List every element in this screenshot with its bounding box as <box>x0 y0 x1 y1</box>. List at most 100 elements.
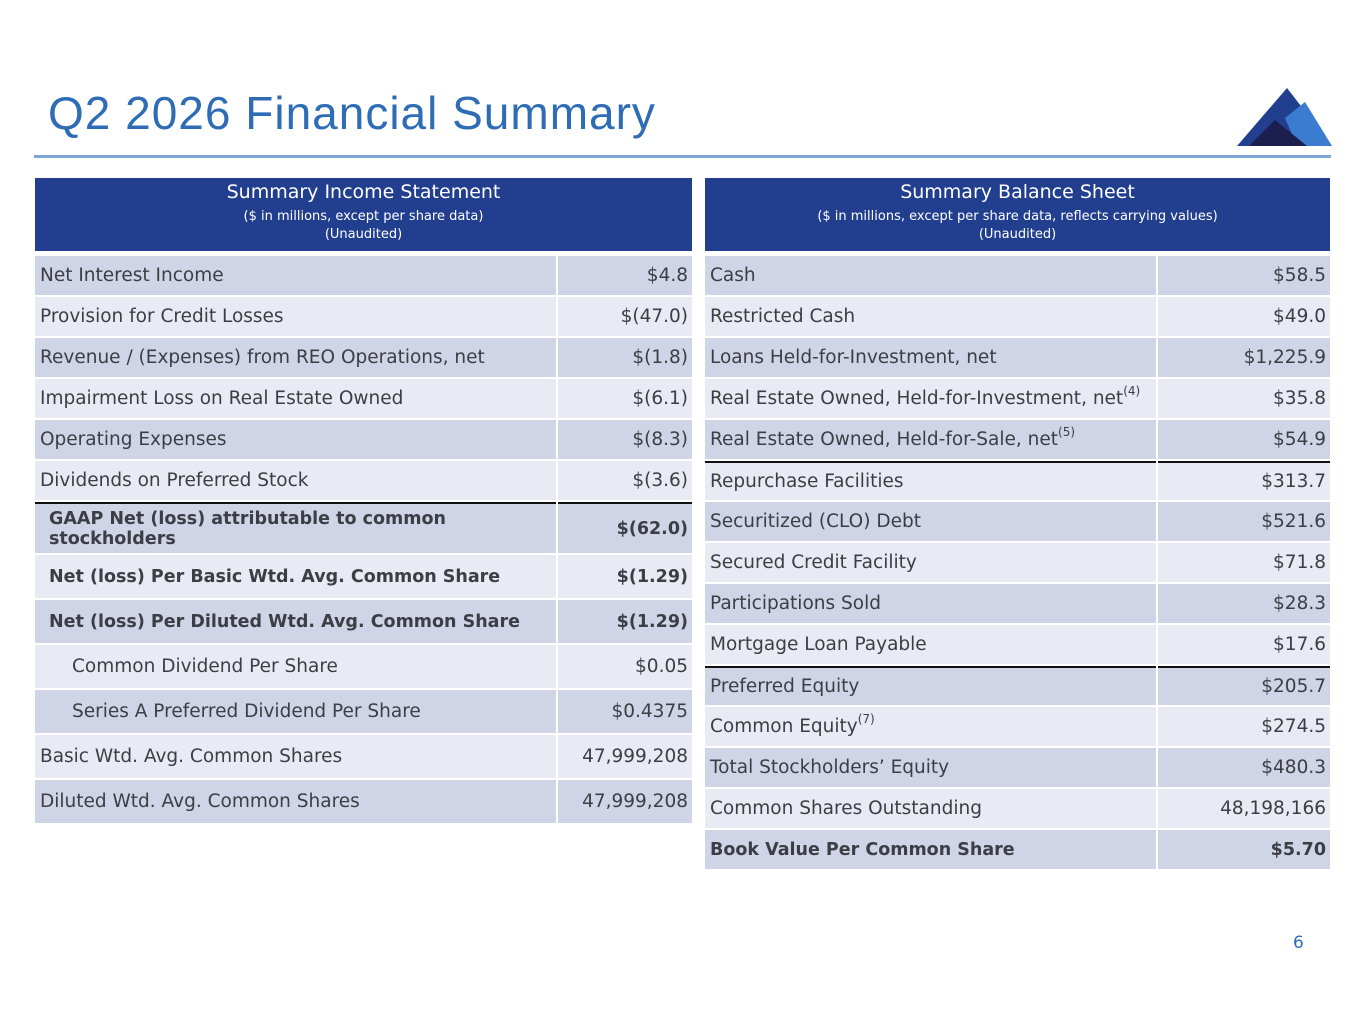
table-row: Securitized (CLO) Debt $521.6 <box>705 502 1330 541</box>
row-value: $(6.1) <box>558 379 692 418</box>
table-row: Secured Credit Facility $71.8 <box>705 543 1330 582</box>
label-text: Common Shares Outstanding <box>710 798 982 819</box>
table-row: Book Value Per Common Share $5.70 <box>705 830 1330 869</box>
row-value: $35.8 <box>1158 379 1330 418</box>
table-row: Net (loss) Per Basic Wtd. Avg. Common Sh… <box>35 555 692 598</box>
row-label: Book Value Per Common Share <box>705 830 1156 869</box>
table-row: Series A Preferred Dividend Per Share $0.… <box>35 690 692 733</box>
label-text: Provision for Credit Losses <box>40 306 284 327</box>
row-value: 47,999,208 <box>558 780 692 823</box>
label-text: Preferred Equity <box>710 676 860 697</box>
label-text: Securitized (CLO) Debt <box>710 511 921 532</box>
table-row: Revenue / (Expenses) from REO Operations… <box>35 338 692 377</box>
row-value: 48,198,166 <box>1158 789 1330 828</box>
table-row: Total Stockholders’ Equity $480.3 <box>705 748 1330 787</box>
header-subtitle: ($ in millions, except per share data) <box>243 209 484 224</box>
table-row: Impairment Loss on Real Estate Owned $(6.… <box>35 379 692 418</box>
header-note: (Unaudited) <box>978 227 1057 242</box>
label-text: Basic Wtd. Avg. Common Shares <box>40 746 343 767</box>
label-text: Net (loss) Per Diluted Wtd. Avg. Common … <box>49 611 520 632</box>
row-value: $71.8 <box>1158 543 1330 582</box>
row-value: $(1.29) <box>558 555 692 598</box>
row-value: $(8.3) <box>558 420 692 459</box>
footnote: (7) <box>857 712 875 726</box>
table-row: Dividends on Preferred Stock $(3.6) <box>35 461 692 500</box>
row-value: $205.7 <box>1158 666 1330 705</box>
row-label: Securitized (CLO) Debt <box>705 502 1156 541</box>
label-text: Repurchase Facilities <box>710 471 904 492</box>
table-row: Real Estate Owned, Held-for-Investment, … <box>705 379 1330 418</box>
row-value: $(3.6) <box>558 461 692 500</box>
row-value: $(47.0) <box>558 297 692 336</box>
row-value: $28.3 <box>1158 584 1330 623</box>
row-label: Common Shares Outstanding <box>705 789 1156 828</box>
label-text: Secured Credit Facility <box>710 552 917 573</box>
header-note: (Unaudited) <box>324 227 403 242</box>
table-row: GAAP Net (loss) attributable to common s… <box>35 502 692 553</box>
table-row: Common Shares Outstanding 48,198,166 <box>705 789 1330 828</box>
row-value: $274.5 <box>1158 707 1330 746</box>
row-value: $49.0 <box>1158 297 1330 336</box>
label-text: Common Equity(7) <box>710 712 875 737</box>
table-row: Mortgage Loan Payable $17.6 <box>705 625 1330 664</box>
label-text: GAAP Net (loss) attributable to common s… <box>49 508 446 549</box>
row-value: $(1.29) <box>558 600 692 643</box>
label-text: Dividends on Preferred Stock <box>40 470 309 491</box>
row-label: Net (loss) Per Basic Wtd. Avg. Common Sh… <box>35 555 556 598</box>
table-row: Diluted Wtd. Avg. Common Shares 47,999,20… <box>35 780 692 823</box>
row-label: Real Estate Owned, Held-for-Investment, … <box>705 379 1156 418</box>
table-row: Common Dividend Per Share $0.05 <box>35 645 692 688</box>
row-label: Repurchase Facilities <box>705 461 1156 500</box>
row-value: $0.4375 <box>558 690 692 733</box>
row-value: $0.05 <box>558 645 692 688</box>
row-label: Net (loss) Per Diluted Wtd. Avg. Common … <box>35 600 556 643</box>
label-text: Loans Held-for-Investment, net <box>710 347 997 368</box>
label-text: Common Dividend Per Share <box>72 656 338 677</box>
table-row: Cash $58.5 <box>705 256 1330 295</box>
page-number: 6 <box>1293 933 1304 953</box>
header-title: Summary Balance Sheet <box>900 181 1135 203</box>
row-value: $(1.8) <box>558 338 692 377</box>
logo <box>1237 88 1332 146</box>
footnote: (5) <box>1058 425 1076 439</box>
table-row: Loans Held-for-Investment, net $1,225.9 <box>705 338 1330 377</box>
row-value: $54.9 <box>1158 420 1330 459</box>
label-text: Cash <box>710 265 756 286</box>
label-text: Diluted Wtd. Avg. Common Shares <box>40 791 360 812</box>
header-subtitle: ($ in millions, except per share data, r… <box>817 209 1218 224</box>
row-label: Common Dividend Per Share <box>35 645 556 688</box>
table-row: Repurchase Facilities $313.7 <box>705 461 1330 500</box>
row-label: Mortgage Loan Payable <box>705 625 1156 664</box>
balance-header: Summary Balance Sheet ($ in millions, ex… <box>705 178 1330 251</box>
table-row: Operating Expenses $(8.3) <box>35 420 692 459</box>
label-text: Impairment Loss on Real Estate Owned <box>40 388 404 409</box>
row-label: Provision for Credit Losses <box>35 297 556 336</box>
row-label: Diluted Wtd. Avg. Common Shares <box>35 780 556 823</box>
row-value: $4.8 <box>558 256 692 295</box>
row-value: $17.6 <box>1158 625 1330 664</box>
row-label: Total Stockholders’ Equity <box>705 748 1156 787</box>
row-value: $(62.0) <box>558 502 692 553</box>
table-row: Participations Sold $28.3 <box>705 584 1330 623</box>
table-row: Preferred Equity $205.7 <box>705 666 1330 705</box>
label-text: Revenue / (Expenses) from REO Operations… <box>40 347 485 368</box>
income-header: Summary Income Statement ($ in millions,… <box>35 178 692 251</box>
row-value: $5.70 <box>1158 830 1330 869</box>
row-label: Basic Wtd. Avg. Common Shares <box>35 735 556 778</box>
row-label: Secured Credit Facility <box>705 543 1156 582</box>
table-row: Basic Wtd. Avg. Common Shares 47,999,208 <box>35 735 692 778</box>
label-text: Total Stockholders’ Equity <box>710 757 950 778</box>
table-row: Net (loss) Per Diluted Wtd. Avg. Common … <box>35 600 692 643</box>
label-text: Mortgage Loan Payable <box>710 634 927 655</box>
row-value: $1,225.9 <box>1158 338 1330 377</box>
row-label: Revenue / (Expenses) from REO Operations… <box>35 338 556 377</box>
row-label: Real Estate Owned, Held-for-Sale, net(5) <box>705 420 1156 459</box>
footnote: (4) <box>1123 384 1141 398</box>
row-label: Net Interest Income <box>35 256 556 295</box>
row-label: Preferred Equity <box>705 666 1156 705</box>
table-row: Net Interest Income $4.8 <box>35 256 692 295</box>
label-text: Series A Preferred Dividend Per Share <box>72 701 421 722</box>
row-value: $521.6 <box>1158 502 1330 541</box>
row-label: Dividends on Preferred Stock <box>35 461 556 500</box>
